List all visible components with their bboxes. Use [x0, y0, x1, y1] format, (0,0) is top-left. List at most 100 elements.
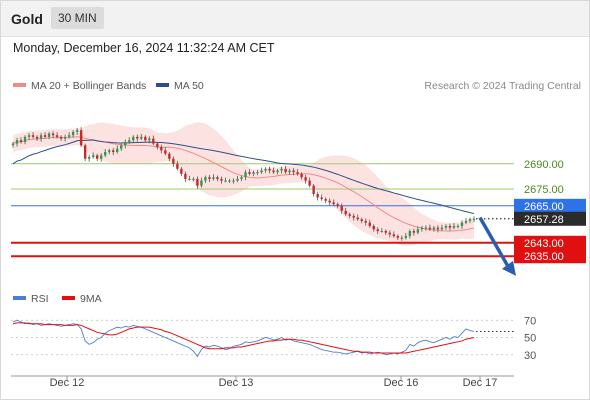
- legend-ma20-label: MA 20 + Bollinger Bands: [31, 80, 147, 92]
- candle-body-83: [344, 210, 347, 215]
- candle-body-58: [244, 172, 247, 178]
- candle-body-104: [428, 227, 432, 230]
- candle-body-96: [396, 236, 400, 238]
- candle-body-105: [432, 227, 436, 230]
- candle-body-61: [256, 172, 259, 174]
- support-tag-3: [514, 235, 586, 250]
- candle-body-93: [384, 231, 388, 233]
- candle-body-94: [388, 232, 392, 235]
- candle-body-69: [288, 170, 291, 173]
- candle-body-1: [15, 140, 19, 144]
- candle-body-23: [103, 152, 107, 156]
- candle-body-51: [216, 177, 219, 179]
- candle-body-28: [124, 141, 127, 146]
- candle-body-9: [47, 133, 51, 137]
- candle-body-26: [116, 148, 119, 153]
- timeframe-button[interactable]: 30 MIN: [51, 7, 104, 29]
- candle-body-15: [71, 131, 75, 136]
- copyright: Research © 2024 Trading Central: [424, 80, 581, 92]
- candle-body-52: [220, 178, 223, 181]
- candle-body-41: [176, 163, 179, 169]
- candle-body-89: [368, 222, 371, 226]
- candle-body-17: [79, 130, 83, 146]
- candle-body-85: [352, 215, 355, 218]
- candle-body-102: [420, 227, 424, 230]
- candle-body-32: [140, 136, 143, 139]
- ma20-line: [12, 136, 475, 232]
- time-label-1: Dec 13: [219, 377, 254, 389]
- rsi-line: [12, 319, 475, 358]
- candle-body-88: [364, 220, 367, 223]
- ma9-swatch: [62, 296, 75, 301]
- candle-body-82: [340, 205, 343, 211]
- candle-body-64: [268, 168, 271, 171]
- candle-body-87: [360, 219, 363, 221]
- candle-body-34: [148, 138, 151, 141]
- candle-body-110: [452, 225, 456, 228]
- candle-body-42: [180, 168, 183, 174]
- forecast-arrow-head: [502, 260, 516, 276]
- legend-ma9: 9MA: [62, 293, 102, 305]
- candle-body-37: [160, 146, 163, 151]
- time-label-3: Dec 17: [463, 377, 498, 389]
- time-label-0: Dec 12: [50, 377, 85, 389]
- candle-body-95: [392, 234, 396, 237]
- candle-body-13: [63, 136, 67, 139]
- instrument-title: Gold: [11, 11, 43, 27]
- candle-body-8: [43, 135, 47, 137]
- time-axis-layer: Dec 12 Dec 13 Dec 16 Dec 17: [11, 375, 514, 389]
- candle-body-10: [51, 133, 55, 136]
- candle-body-43: [184, 173, 187, 179]
- candle-body-25: [112, 150, 115, 153]
- resistance-label-0: 2690.00: [524, 159, 564, 171]
- bollinger-band: [13, 122, 474, 246]
- candle-body-24: [108, 150, 111, 153]
- title-bar: Gold 30 MIN: [0, 0, 590, 37]
- rsi-tick-1: 50: [524, 333, 536, 345]
- candle-body-2: [19, 140, 23, 142]
- candle-body-59: [248, 172, 251, 174]
- candle-body-5: [31, 135, 35, 137]
- candle-body-7: [39, 135, 43, 139]
- candle-body-78: [324, 199, 327, 201]
- candle-body-76: [316, 194, 319, 198]
- legend-rsi-label: RSI: [31, 293, 49, 305]
- candle-body-46: [196, 178, 199, 186]
- rsi-swatch: [13, 296, 26, 301]
- bollinger-band-layer: [13, 122, 474, 246]
- candle-body-71: [296, 172, 299, 174]
- candle-body-111: [456, 225, 460, 227]
- candle-body-66: [276, 170, 279, 173]
- candle-body-80: [332, 202, 335, 205]
- candle-body-70: [292, 170, 295, 173]
- candle-body-98: [404, 236, 408, 238]
- candle-body-27: [120, 145, 123, 149]
- candle-body-113: [464, 220, 468, 223]
- ma20-swatch: [13, 83, 26, 88]
- legend-ma9-label: 9MA: [80, 293, 102, 305]
- candle-body-114: [468, 219, 472, 221]
- candle-body-63: [264, 168, 267, 171]
- rsi-tick-0: 70: [524, 315, 536, 327]
- price-levels-layer: [11, 163, 514, 258]
- candle-body-55: [232, 180, 235, 182]
- candle-body-31: [136, 136, 139, 139]
- candle-body-4: [27, 135, 31, 137]
- candle-body-50: [212, 177, 215, 179]
- ma50-swatch: [156, 83, 169, 88]
- candles-layer: [11, 127, 476, 241]
- candle-body-60: [252, 172, 255, 174]
- candle-body-108: [444, 225, 448, 228]
- candle-body-90: [372, 225, 375, 230]
- candle-body-18: [83, 145, 87, 159]
- datetime-label: Monday, December 16, 2024 11:32:24 AM CE…: [13, 41, 275, 55]
- candle-body-92: [380, 231, 384, 233]
- candle-body-48: [204, 177, 207, 181]
- legend-ma50-label: MA 50: [174, 80, 204, 92]
- candle-body-100: [412, 231, 416, 233]
- candle-body-75: [312, 185, 315, 195]
- legend-ma20: MA 20 + Bollinger Bands: [13, 80, 146, 92]
- candle-body-99: [408, 231, 412, 237]
